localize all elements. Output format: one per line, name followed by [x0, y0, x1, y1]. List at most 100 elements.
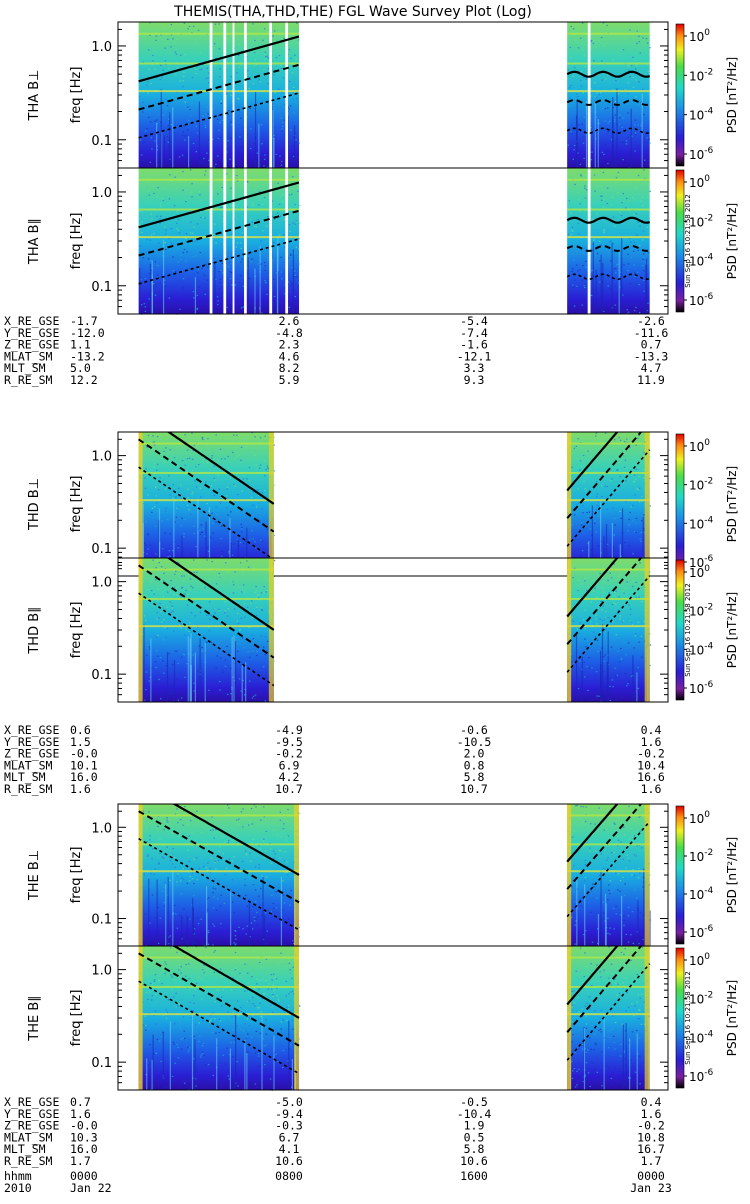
- ephemeris-value: 10.6: [460, 1154, 488, 1168]
- figure-title: THEMIS(THA,THD,THE) FGL Wave Survey Plot…: [173, 4, 532, 20]
- spectrogram-panel: 1.0 0.1 freq [Hz] THE B⊥ 100 10-2 10-4 10-6 PSD …: [27, 803, 739, 948]
- ephemeris-value: -0.0: [70, 747, 98, 761]
- ephemeris-value: 6.7: [279, 1130, 300, 1144]
- ephemeris-value: -12.0: [70, 326, 105, 340]
- ephemeris-block: X_RE_GSE 0.6 -4.9 -0.6 0.4 Y_RE_GSE 1.5 -9.5 -10…: [4, 723, 665, 796]
- spectrogram-block: [567, 432, 650, 576]
- y-axis-label: freq [Hz]: [69, 67, 84, 124]
- gyrofrequency-line: [566, 820, 651, 918]
- gyrofrequency-line: [138, 238, 300, 285]
- ephemeris-value: 0.8: [464, 758, 485, 772]
- colorbar-tick-label: 100: [689, 810, 710, 826]
- gyrofrequency-line: [138, 63, 300, 111]
- data-gap: [587, 168, 591, 314]
- ephemeris-value: -0.2: [275, 747, 303, 761]
- ephemeris-value: 1.6: [70, 1107, 91, 1121]
- data-gap: [209, 168, 213, 314]
- colorbar-label: PSD [nT²/Hz]: [725, 592, 739, 668]
- y-axis-label: freq [Hz]: [69, 602, 84, 659]
- y-tick-label: 1.0: [91, 821, 112, 836]
- data-gap: [285, 168, 289, 314]
- gyrofrequency-line: [138, 564, 275, 659]
- ephemeris-value: 1.6: [70, 782, 91, 796]
- ephemeris-value: 16.0: [70, 1142, 98, 1156]
- gyrofrequency-line: [138, 438, 275, 533]
- ephemeris-value: -5.0: [275, 1095, 303, 1109]
- ephemeris-value: 4.1: [279, 1142, 300, 1156]
- ephemeris-name: Z_RE_GSE: [4, 338, 59, 352]
- ephemeris-value: 0.7: [641, 338, 662, 352]
- ephemeris-name: X_RE_GSE: [4, 314, 59, 328]
- ephemeris-name: MLAT_SM: [4, 758, 53, 772]
- ephemeris-value: 9.3: [464, 373, 485, 387]
- gyrofrequency-line: [566, 245, 650, 252]
- ephemeris-value: -11.6: [634, 326, 669, 340]
- gyrofrequency-line: [138, 35, 300, 83]
- spectrogram-panel: 1.0 0.1 freq [Hz] THD B∥ 100 10-2 10-4 10-6 PSD …: [27, 557, 739, 703]
- ephemeris-value: -0.0: [70, 1119, 98, 1133]
- gyrofrequency-line: [566, 558, 619, 618]
- gyrofrequency-line: [566, 804, 619, 863]
- gyrofrequency-line: [172, 804, 300, 876]
- ephemeris-name: Z_RE_GSE: [4, 1119, 59, 1133]
- panel-label: THA B∥: [27, 218, 42, 265]
- ephemeris-value: 4.6: [279, 349, 300, 363]
- gyrofrequency-line: [566, 946, 619, 1006]
- panel-label: THA B⊥: [27, 70, 42, 122]
- ephemeris-tables: X_RE_GSE -1.7 2.6 -5.4 -2.6 Y_RE_GSE -12.0 -4.8…: [4, 314, 668, 1168]
- colorbar: [675, 947, 685, 1089]
- ephemeris-value: 1.5: [70, 735, 91, 749]
- ephemeris-name: MLAT_SM: [4, 349, 53, 363]
- colorbar-tick-label: 10-2: [689, 848, 713, 864]
- colorbar-label: PSD [nT²/Hz]: [725, 837, 739, 913]
- ephemeris-value: -0.3: [275, 1119, 303, 1133]
- y-tick-label: 1.0: [91, 40, 112, 55]
- spectrogram-block: [567, 22, 650, 168]
- ephemeris-value: -12.1: [457, 349, 492, 363]
- y-tick-label: 0.1: [91, 134, 112, 149]
- gyrofrequency-line: [566, 99, 650, 106]
- gyrofrequency-line: [138, 181, 300, 229]
- ephemeris-value: -0.6: [460, 723, 488, 737]
- ephemeris-value: 1.6: [641, 782, 662, 796]
- y-tick-label: 1.0: [91, 450, 112, 465]
- ephemeris-block: X_RE_GSE 0.7 -5.0 -0.5 0.4 Y_RE_GSE 1.6 -9.4 -10…: [4, 1095, 665, 1168]
- spectrogram-block: [567, 804, 650, 946]
- colorbar-tick-label: 10-6: [689, 924, 714, 940]
- ephemeris-value: 5.8: [464, 1142, 485, 1156]
- ephemeris-block: X_RE_GSE -1.7 2.6 -5.4 -2.6 Y_RE_GSE -12.0 -4.8…: [4, 314, 668, 387]
- ephemeris-value: -4.8: [275, 326, 303, 340]
- colorbar-label: PSD [nT²/Hz]: [725, 57, 739, 133]
- spectrogram-panel: 1.0 0.1 freq [Hz] THE B∥ 100 10-2 10-4 10-6 PSD …: [27, 945, 739, 1092]
- y-tick-label: 0.1: [91, 913, 112, 928]
- gyrofrequency-line: [566, 804, 643, 890]
- y-tick-label: 0.1: [91, 542, 112, 557]
- gyrofrequency-line: [172, 946, 300, 1019]
- ephemeris-name: X_RE_GSE: [4, 1095, 59, 1109]
- time-axis-year: 2010: [4, 1181, 32, 1195]
- colorbar-tick-label: 10-4: [689, 1029, 714, 1045]
- colorbar: [675, 805, 685, 945]
- gyrofrequency-line: [166, 558, 275, 631]
- gyrofrequency-line: [566, 70, 651, 78]
- gyrofrequency-curves: [138, 804, 651, 931]
- colorbar-tick-label: 10-6: [689, 680, 714, 696]
- y-tick-label: 1.0: [91, 964, 112, 979]
- colorbar-tick-label: 10-2: [689, 991, 713, 1007]
- data-gap: [285, 22, 289, 168]
- colorbar-tick-label: 10-6: [689, 146, 714, 162]
- ephemeris-value: 5.8: [464, 770, 485, 784]
- gyrofrequency-line: [566, 432, 619, 492]
- gyrofrequency-curves: [138, 946, 651, 1075]
- ephemeris-value: 10.6: [275, 1154, 303, 1168]
- y-tick-label: 1.0: [91, 186, 112, 201]
- colorbar-tick-label: 10-2: [689, 603, 713, 619]
- data-gap: [232, 22, 235, 168]
- spectrogram-block: [567, 168, 650, 314]
- colorbar-tick-label: 10-4: [689, 886, 714, 902]
- gyrofrequency-line: [138, 838, 300, 931]
- generation-stamp: Sun Sep 16 10:21:58 2012: [684, 583, 692, 677]
- ephemeris-name: Y_RE_GSE: [4, 735, 59, 749]
